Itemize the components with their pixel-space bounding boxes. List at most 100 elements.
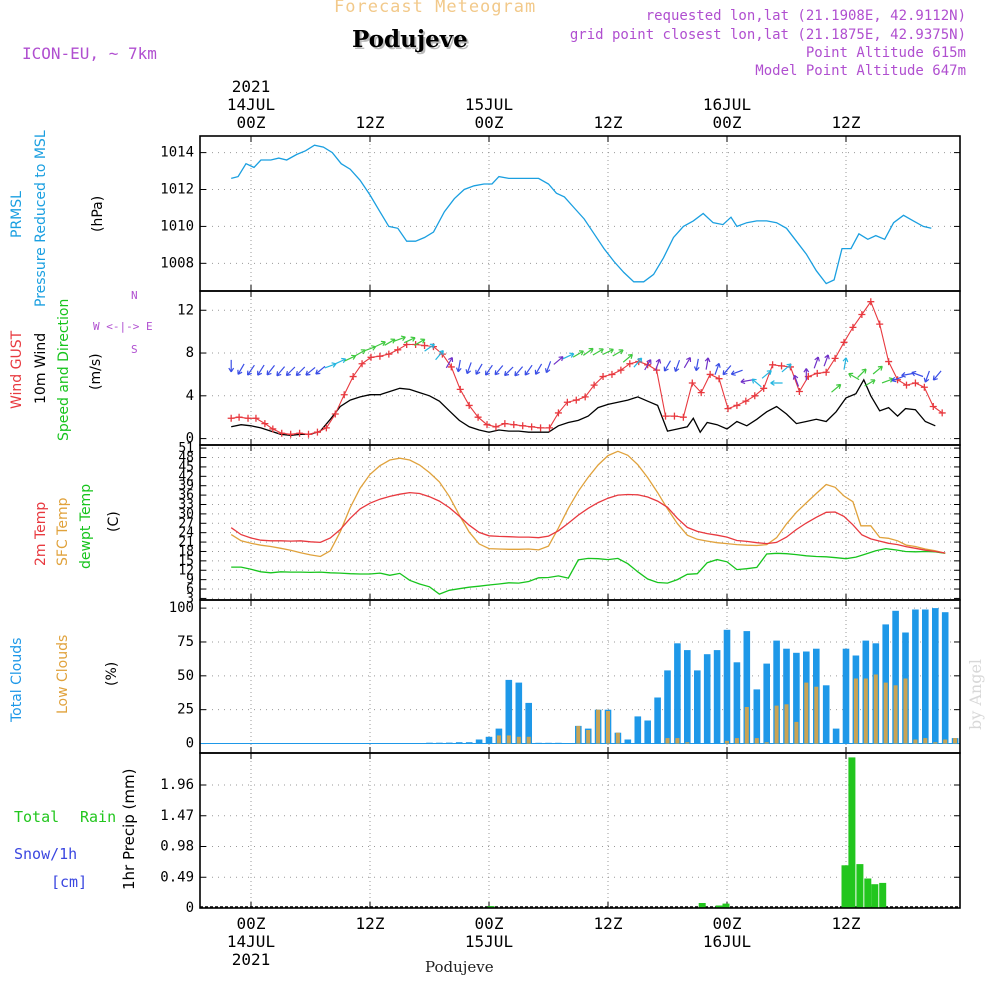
low-cloud-bar [586,730,591,744]
gust-marker [227,414,235,422]
y-tick-label: 42 [178,469,194,484]
y-tick-label: 18 [178,544,194,559]
total-cloud-bar [684,650,691,744]
top-time-label: 2021 [232,77,271,96]
compass-north: N [131,289,138,302]
low-cloud-bar [804,682,809,744]
wind-arrow [781,363,792,373]
total-cloud-bar [982,733,989,744]
panel-0: 1008 1010 1012 1014 [160,136,960,291]
snow-unit: [cm] [51,873,88,891]
wind-arrow [592,348,604,356]
y-tick-label: 48 [178,451,194,466]
chart-title: Forecast Meteogram [334,0,537,17]
wind-arrow [923,370,930,383]
y-tick-label: 1010 [160,218,194,234]
precip-bar [722,903,730,908]
total-cloud-bar [723,629,731,744]
precip-bar [856,864,864,908]
compass-west-east: W <-|-> E [93,320,153,333]
total-cloud-bar [664,670,671,744]
wind-arrow [823,354,830,367]
gust-marker [679,413,687,421]
gust-marker [938,409,946,417]
total-cloud-bar [505,679,513,744]
gust-marker [394,346,402,354]
total-cloud-bar [485,736,493,744]
wind-arrow [374,340,386,348]
low-cloud-bar [744,707,749,744]
low-cloud-bar [893,685,898,744]
y-tick-label: 50 [177,668,194,684]
gust-marker [742,397,750,405]
gust-marker [501,420,509,428]
gust-marker [778,362,786,370]
gust-marker [608,370,616,378]
gust-marker [840,338,848,346]
total-cloud-bar [416,743,423,744]
y-tick-label: 0.98 [160,839,194,855]
wind-arrow [572,350,584,358]
wind-arrow [524,364,533,376]
wind-arrow [504,366,514,377]
model-label: ICON-EU, ~ 7km [22,44,157,63]
gust-marker [447,363,455,371]
wind-arrow [831,383,842,393]
top-time-label: 12Z [356,113,385,132]
bottom-time-label: 12Z [356,914,385,933]
total-cloud-bar [783,648,790,744]
wind-arrow [266,365,275,376]
y-tick-label: 1014 [160,145,194,161]
wind-arrow [622,353,633,363]
low-cloud-bar [814,686,819,744]
pressure-line [231,144,932,285]
bottom-time-label: 16JUL [703,932,751,951]
total-cloud-bar [842,648,850,744]
wind-arrow [257,364,265,376]
gust-marker [920,383,928,391]
wind-arrow [722,365,732,376]
total-cloud-bar [703,654,711,744]
wind-arrow [932,370,942,381]
total-cloud-bar [743,631,751,744]
precip-bar [879,882,887,908]
gust-marker [331,410,339,418]
y-tick-label: 25 [177,702,194,718]
total-cloud-bar [674,643,681,744]
y-tick-label: 45 [178,460,194,475]
gust-marker [358,360,366,368]
total-cloud-bar [515,682,523,744]
gust-marker [813,369,821,377]
gust-marker [545,424,553,432]
wind-arrow [751,378,762,388]
requested-coords: requested lon,lat (21.1908E, 42.9112N) [645,8,966,24]
precip-bar [841,865,849,908]
panel-frame [199,752,961,909]
top-time-label: 12Z [832,113,861,132]
wind-arrow [872,365,883,375]
gust-marker [278,429,286,437]
wind-arrow [654,358,662,371]
top-time-label: 00Z [713,113,742,132]
wind-arrow [414,338,426,346]
wind-arrow [562,352,575,360]
low-cloud-bar [863,678,868,744]
gust-marker [376,352,384,360]
y-tick-label: 0 [186,900,194,916]
wind-arrow [534,363,543,375]
low-cloud-bar [943,739,948,744]
low-cloud-bar [576,725,581,744]
total-cloud-bar [992,723,999,743]
wind-arrow [813,356,820,369]
wind-arrow [475,363,483,375]
y-tick-label: 12 [178,563,194,578]
top-time-label: 12Z [594,113,623,132]
precip-bar [864,878,872,908]
low-cloud-bar [913,739,918,744]
wind-arrow [295,366,306,377]
total-cloud-bar [436,742,443,744]
gust-marker [269,425,277,433]
y-tick-label: 9 [186,573,194,588]
wind-arrow [344,354,357,362]
